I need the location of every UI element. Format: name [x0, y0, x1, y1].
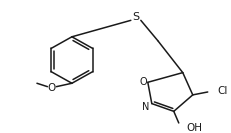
Text: S: S: [132, 12, 139, 22]
Text: O: O: [139, 77, 147, 87]
Text: Cl: Cl: [218, 86, 228, 96]
Text: OH: OH: [187, 123, 203, 133]
Text: O: O: [48, 83, 56, 93]
Text: N: N: [142, 101, 149, 111]
